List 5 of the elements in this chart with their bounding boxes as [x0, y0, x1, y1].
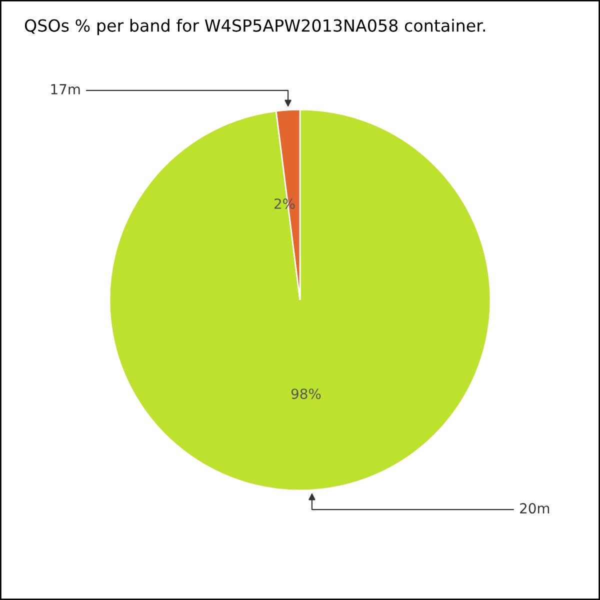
slice-label: 20m — [520, 503, 550, 514]
data-label: 98% — [291, 388, 321, 400]
chart-title: QSOs % per band for W4SP5APW2013NA058 container. — [24, 18, 485, 36]
slice-label: 17m — [51, 84, 80, 94]
pie-slice — [108, 108, 492, 492]
